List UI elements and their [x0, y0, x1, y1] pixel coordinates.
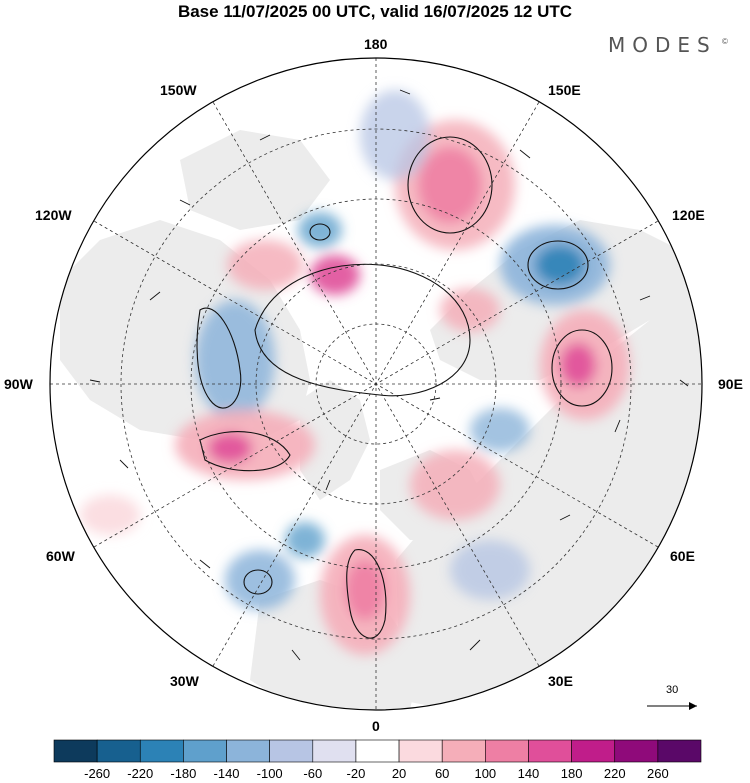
wind-arrow: [89, 379, 101, 383]
graticule: [50, 58, 702, 710]
colorbar-swatch: [355, 739, 400, 763]
map-border: [49, 57, 703, 711]
colorbar-tick-label: -260: [84, 766, 111, 781]
wind-arrow: [179, 199, 191, 206]
colorbar-swatch: [398, 739, 443, 763]
lon-label-180: 180: [364, 36, 388, 52]
contour-central-asia: [551, 329, 613, 407]
colorbar-swatch: [269, 739, 314, 763]
contour-pole-ring: [254, 263, 471, 397]
contour-bering: [309, 223, 331, 241]
colorbar-tick-label: 60: [434, 766, 450, 781]
reference-arrow: [647, 702, 697, 710]
wind-arrow: [429, 397, 441, 401]
colorbar-tick-label: 140: [517, 766, 540, 781]
colorbar-tick-label: 20: [391, 766, 407, 781]
anomaly-negative-bering: [298, 212, 342, 248]
wind-arrow: [559, 514, 571, 521]
colorbar-swatch: [528, 739, 572, 763]
contour-atlantic-low: [243, 569, 273, 595]
colorbar-tick-label: -100: [256, 766, 283, 781]
wind-arrow: [325, 479, 331, 491]
colorbar: [53, 739, 702, 763]
latitude-circle-50: [120, 128, 632, 640]
wind-arrow: [614, 419, 621, 433]
lon-label-90w: 90W: [4, 376, 33, 392]
colorbar-tick-label: -60: [303, 766, 323, 781]
anomaly-negative-eastern-europe: [450, 540, 530, 600]
modes-logo: MODES: [608, 33, 717, 57]
map-title: Base 11/07/2025 00 UTC, valid 16/07/2025…: [177, 2, 573, 21]
anomaly-negative-arctic: [360, 90, 430, 180]
colorbar-swatch: [657, 739, 702, 763]
wind-arrow: [149, 291, 161, 301]
wind-arrow: [519, 149, 531, 159]
colorbar-tick-label: -20: [346, 766, 366, 781]
lon-label-30w: 30W: [170, 673, 199, 689]
colorbar-tick-label: 220: [603, 766, 626, 781]
anomaly-negative-scandinavia: [470, 408, 530, 452]
colorbar-swatch: [53, 739, 98, 763]
copyright-mark: ©: [722, 37, 728, 46]
colorbar-tick-label: -180: [170, 766, 197, 781]
wind-arrow: [291, 649, 301, 661]
anomaly-positive-atlantic-core: [345, 560, 385, 620]
land-greenland: [300, 380, 370, 500]
contour-ne-pacific: [407, 136, 493, 234]
contour-atlantic-high: [346, 549, 387, 639]
land-alaska: [180, 130, 330, 230]
lon-label-120e: 120E: [672, 207, 705, 223]
wind-arrow: [639, 295, 651, 301]
anomaly-negative-labrador: [285, 522, 325, 558]
colorbar-swatch: [226, 739, 270, 763]
wind-arrow: [679, 379, 689, 387]
wind-arrow: [199, 559, 211, 569]
anomaly-positive-alaska-left: [227, 240, 303, 290]
colorbar-tick-label: -220: [127, 766, 154, 781]
anomaly-positive-europe: [410, 450, 500, 520]
colorbar-tick-label: 100: [474, 766, 497, 781]
lon-label-60e: 60E: [670, 548, 695, 564]
lon-label-30e: 30E: [548, 673, 573, 689]
wind-arrow: [469, 639, 481, 651]
lon-label-90e: 90E: [718, 376, 743, 392]
contour-lines: [196, 136, 613, 639]
wind-arrow: [119, 459, 129, 469]
contour-canada: [196, 307, 242, 409]
anomaly-positive-west-atlantic: [80, 495, 140, 535]
contour-us-high: [199, 431, 291, 472]
wind-arrow: [399, 89, 411, 95]
anomaly-positive-us-core: [208, 433, 252, 463]
anomaly-negative-atlantic-west: [225, 550, 295, 610]
colorbar-tick-label: 180: [560, 766, 583, 781]
lon-label-150e: 150E: [548, 82, 581, 98]
wind-arrow: [259, 134, 271, 141]
colorbar-swatch: [312, 739, 357, 763]
colorbar-tick-label: -140: [213, 766, 240, 781]
anomaly-positive-central-asia-core: [560, 343, 596, 387]
anomaly-positive-alaska-right: [310, 255, 360, 295]
anomaly-field: [80, 90, 630, 655]
lon-label-150w: 150W: [160, 82, 197, 98]
colorbar-tick-label: 260: [647, 766, 669, 781]
colorbar-swatch: [485, 739, 529, 763]
colorbar-swatch: [183, 739, 227, 763]
lon-label-0: 0: [372, 718, 380, 734]
contour-siberia: [527, 240, 589, 290]
reference-arrow-value: 30: [666, 684, 679, 696]
colorbar-swatch: [441, 739, 486, 763]
meridian-60w-120e: [93, 220, 659, 548]
colorbar-swatch: [571, 739, 616, 763]
colorbar-swatch: [96, 739, 141, 763]
lon-label-120w: 120W: [35, 207, 72, 223]
colorbar-swatch: [139, 739, 184, 763]
anomaly-negative-canada: [195, 300, 275, 420]
colorbar-swatch: [614, 739, 659, 763]
lon-label-60w: 60W: [46, 548, 75, 564]
wind-vectors: [89, 89, 689, 661]
anomaly-negative-siberia-core: [535, 245, 585, 285]
anomaly-positive-ne-pacific-core: [418, 147, 482, 223]
